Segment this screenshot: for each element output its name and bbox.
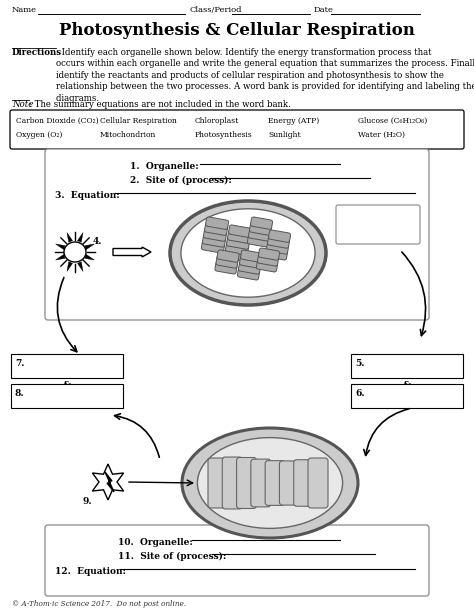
Text: 4.: 4. <box>93 237 102 246</box>
FancyBboxPatch shape <box>256 260 277 272</box>
Text: Carbon Dioxide (CO₂): Carbon Dioxide (CO₂) <box>16 117 99 125</box>
FancyBboxPatch shape <box>249 223 272 235</box>
FancyBboxPatch shape <box>239 256 262 268</box>
FancyBboxPatch shape <box>45 149 429 320</box>
Text: 7.: 7. <box>15 359 25 368</box>
FancyBboxPatch shape <box>216 256 238 268</box>
FancyBboxPatch shape <box>308 458 328 508</box>
Text: &: & <box>63 381 71 390</box>
FancyBboxPatch shape <box>204 223 228 235</box>
FancyBboxPatch shape <box>238 262 261 274</box>
Text: Cellular Respiration: Cellular Respiration <box>100 117 177 125</box>
FancyBboxPatch shape <box>251 459 271 507</box>
Text: 12.  Equation:: 12. Equation: <box>55 567 126 576</box>
Polygon shape <box>92 464 124 500</box>
FancyBboxPatch shape <box>203 229 227 242</box>
Text: 3.  Equation:: 3. Equation: <box>55 191 120 200</box>
Text: 2.  Site of (process):: 2. Site of (process): <box>130 176 232 185</box>
Text: 1.  Organelle:: 1. Organelle: <box>130 162 199 171</box>
FancyBboxPatch shape <box>265 248 287 260</box>
Polygon shape <box>85 254 94 260</box>
FancyBboxPatch shape <box>201 240 224 253</box>
Text: Photosynthesis & Cellular Respiration: Photosynthesis & Cellular Respiration <box>59 22 415 39</box>
FancyBboxPatch shape <box>228 225 252 237</box>
FancyBboxPatch shape <box>224 248 247 261</box>
FancyBboxPatch shape <box>251 217 273 229</box>
FancyBboxPatch shape <box>215 262 237 274</box>
FancyArrowPatch shape <box>129 480 192 485</box>
FancyBboxPatch shape <box>237 457 256 509</box>
Polygon shape <box>67 232 73 242</box>
FancyBboxPatch shape <box>228 231 251 243</box>
Text: Note: Note <box>12 100 33 109</box>
Text: &: & <box>403 381 411 390</box>
FancyArrowPatch shape <box>402 252 426 335</box>
FancyBboxPatch shape <box>240 250 263 262</box>
Polygon shape <box>78 262 83 272</box>
FancyBboxPatch shape <box>266 242 289 254</box>
FancyBboxPatch shape <box>226 243 248 255</box>
Polygon shape <box>55 254 65 260</box>
Ellipse shape <box>197 438 343 528</box>
Polygon shape <box>85 244 94 249</box>
FancyBboxPatch shape <box>237 268 259 280</box>
Ellipse shape <box>170 201 326 305</box>
Text: 10.  Organelle:: 10. Organelle: <box>118 538 193 547</box>
FancyBboxPatch shape <box>45 525 429 596</box>
Ellipse shape <box>182 428 358 538</box>
FancyBboxPatch shape <box>351 384 463 408</box>
FancyBboxPatch shape <box>202 235 226 247</box>
Text: : The summary equations are not included in the word bank.: : The summary equations are not included… <box>29 100 291 109</box>
FancyBboxPatch shape <box>351 354 463 378</box>
Text: 11.  Site of (process):: 11. Site of (process): <box>118 552 227 561</box>
Polygon shape <box>67 262 73 272</box>
FancyBboxPatch shape <box>280 461 300 505</box>
Polygon shape <box>105 472 114 492</box>
FancyBboxPatch shape <box>267 236 290 248</box>
Text: Class/Period: Class/Period <box>190 6 243 14</box>
Text: Name: Name <box>12 6 37 14</box>
Text: 5.: 5. <box>355 359 365 368</box>
FancyBboxPatch shape <box>11 354 123 378</box>
FancyArrowPatch shape <box>115 414 159 457</box>
FancyBboxPatch shape <box>294 460 314 506</box>
Text: Sunlight: Sunlight <box>268 131 301 139</box>
FancyBboxPatch shape <box>336 205 420 244</box>
Polygon shape <box>55 244 65 249</box>
Text: Water (H₂O): Water (H₂O) <box>358 131 405 139</box>
FancyBboxPatch shape <box>206 217 228 229</box>
Text: Glucose (C₆H₁₂O₆): Glucose (C₆H₁₂O₆) <box>358 117 427 125</box>
Text: : Identify each organelle shown below. Identify the energy transformation proces: : Identify each organelle shown below. I… <box>56 48 474 103</box>
FancyBboxPatch shape <box>265 460 285 505</box>
Text: Oxygen (O₂): Oxygen (O₂) <box>16 131 63 139</box>
Text: Date: Date <box>314 6 334 14</box>
FancyBboxPatch shape <box>217 250 239 262</box>
Text: 9.: 9. <box>83 497 92 506</box>
FancyBboxPatch shape <box>222 457 242 509</box>
Ellipse shape <box>64 242 86 262</box>
FancyBboxPatch shape <box>248 229 271 241</box>
Text: Mitochondrion: Mitochondrion <box>100 131 156 139</box>
Text: Photosynthesis: Photosynthesis <box>195 131 253 139</box>
FancyBboxPatch shape <box>11 384 123 408</box>
Ellipse shape <box>181 209 315 297</box>
FancyBboxPatch shape <box>269 230 291 242</box>
FancyArrow shape <box>113 247 151 257</box>
Text: Energy (ATP): Energy (ATP) <box>268 117 319 125</box>
Text: 6.: 6. <box>355 389 365 398</box>
Polygon shape <box>78 232 83 242</box>
FancyBboxPatch shape <box>10 110 464 149</box>
Text: Chloroplast: Chloroplast <box>195 117 239 125</box>
FancyBboxPatch shape <box>257 254 279 266</box>
FancyBboxPatch shape <box>208 458 228 508</box>
FancyArrowPatch shape <box>364 409 410 455</box>
FancyArrowPatch shape <box>57 278 77 352</box>
Text: © A-Thom·ic Science 2017.  Do not post online.: © A-Thom·ic Science 2017. Do not post on… <box>12 600 186 608</box>
FancyBboxPatch shape <box>227 237 249 249</box>
FancyBboxPatch shape <box>247 235 269 247</box>
Text: 8.: 8. <box>15 389 25 398</box>
FancyBboxPatch shape <box>258 248 280 260</box>
Text: Directions: Directions <box>12 48 62 57</box>
